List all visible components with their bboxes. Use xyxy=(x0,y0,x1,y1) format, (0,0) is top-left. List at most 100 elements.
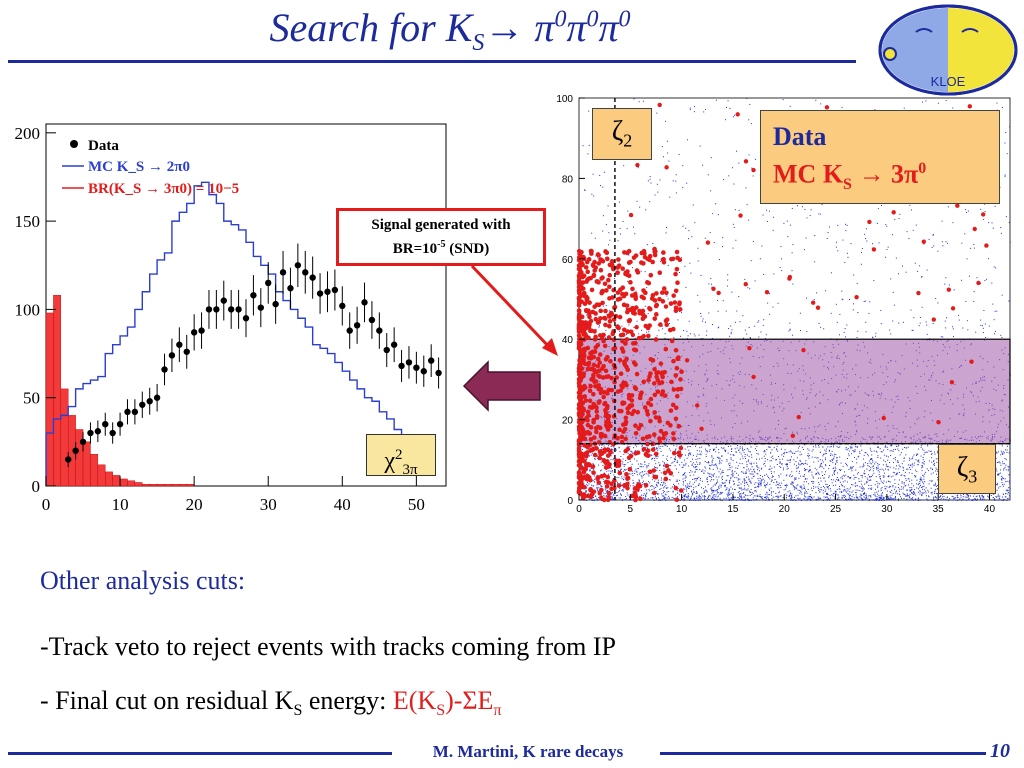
data-point xyxy=(383,346,390,354)
data-point xyxy=(161,366,168,373)
data-point xyxy=(272,300,279,308)
red-bin xyxy=(105,471,113,487)
legend-label-br: BR(K_S → 3π0) = 10−5 xyxy=(88,181,239,197)
data-point xyxy=(257,304,265,311)
legend-marker-data xyxy=(70,140,78,148)
x-tick-label: 25 xyxy=(830,504,842,515)
data-point xyxy=(309,274,316,281)
x-tick-label: 20 xyxy=(186,495,203,514)
data-point xyxy=(87,429,94,437)
data-point xyxy=(205,306,213,313)
data-point xyxy=(413,364,420,371)
red-bin xyxy=(75,429,84,487)
data-point xyxy=(346,327,353,334)
data-point xyxy=(368,316,376,324)
left-arrow-icon xyxy=(462,360,541,412)
footer-text: M. Martini, K rare decays xyxy=(432,742,624,761)
y-tick-label: 60 xyxy=(562,255,574,266)
data-point xyxy=(235,306,242,313)
y-tick-label: 0 xyxy=(567,496,573,507)
scatter-legend: Data MC KS → 3π0 xyxy=(760,110,1000,204)
data-point xyxy=(190,329,198,336)
legend-label-mc: MC K_S → 2π0 xyxy=(88,159,190,175)
legend-mc: MC KS → 3π0 xyxy=(773,159,927,193)
y-tick-label: 80 xyxy=(562,174,574,185)
x-tick-label: 10 xyxy=(112,495,129,514)
data-point xyxy=(420,368,427,375)
selection-region xyxy=(578,338,1011,445)
y-tick-label: 20 xyxy=(562,416,574,427)
kloe-logo: KLOE xyxy=(878,4,1018,96)
red-bin xyxy=(60,388,69,487)
data-point xyxy=(353,322,361,329)
x-tick-label: 30 xyxy=(881,504,893,515)
y-tick-label: 40 xyxy=(562,335,574,346)
data-point xyxy=(427,357,435,364)
footer-rule-right xyxy=(660,752,986,755)
data-point xyxy=(168,352,176,359)
data-point xyxy=(279,269,287,276)
data-point xyxy=(124,408,131,416)
x-tick-label: 10 xyxy=(676,504,688,515)
red-bin xyxy=(164,484,173,487)
x-tick-label: 50 xyxy=(408,495,425,514)
red-bin xyxy=(149,484,158,487)
logo-text: KLOE xyxy=(931,74,966,89)
red-bin xyxy=(134,482,143,487)
data-point xyxy=(116,420,124,428)
red-bin xyxy=(127,480,136,487)
bullet-item: - Final cut on residual KS energy: E(KS)… xyxy=(40,686,502,720)
x-tick-label: 15 xyxy=(727,504,739,515)
bullet-item: -Track veto to reject events with tracks… xyxy=(40,632,616,661)
x-tick-label: 0 xyxy=(42,495,51,514)
red-bin xyxy=(90,454,99,487)
red-bin xyxy=(171,484,180,487)
x-tick-label: 40 xyxy=(334,495,351,514)
red-bin xyxy=(45,312,54,487)
data-point xyxy=(339,302,346,310)
zeta2-label: ζ2 xyxy=(592,108,652,160)
data-points xyxy=(576,102,990,503)
red-bin xyxy=(53,295,62,487)
y-tick-label: 50 xyxy=(23,389,40,408)
red-bin xyxy=(179,484,187,487)
signal-annotation: Signal generated with BR=10-5 (SND) xyxy=(336,208,546,266)
histogram-chart: 0 10 20 30 40 50 0 50 100 150 200 Data MC K_S → 2π0 B… xyxy=(15,123,447,514)
zeta3-label: ζ3 xyxy=(938,444,996,494)
data-point xyxy=(316,290,324,297)
data-point xyxy=(153,394,161,401)
data-point xyxy=(302,269,309,276)
red-bin xyxy=(119,478,128,487)
footer-rule-left xyxy=(8,752,392,755)
data-point xyxy=(198,327,205,334)
x-tick-label: 5 xyxy=(628,504,634,515)
data-point xyxy=(376,327,383,334)
legend-label-data: Data xyxy=(88,138,119,154)
data-point xyxy=(131,408,139,416)
data-point xyxy=(435,369,442,377)
red-bin xyxy=(142,484,150,487)
x-tick-label: 20 xyxy=(779,504,791,515)
data-point xyxy=(146,398,153,405)
data-point xyxy=(390,341,398,348)
data-point xyxy=(94,428,102,435)
red-bin xyxy=(82,441,91,487)
data-point xyxy=(242,315,250,322)
data-point xyxy=(405,359,413,366)
annotation-arrow xyxy=(470,264,558,356)
x-tick-label: 35 xyxy=(933,504,945,515)
chi2-label: χ23π xyxy=(366,434,436,478)
title-rule xyxy=(8,60,856,63)
data-point xyxy=(331,286,339,294)
data-point xyxy=(79,438,87,446)
data-point xyxy=(109,429,116,437)
data-point xyxy=(398,362,405,370)
data-point xyxy=(265,279,272,287)
data-point xyxy=(102,420,109,428)
data-point xyxy=(294,262,302,269)
y-tick-label: 100 xyxy=(556,94,573,105)
y-tick-label: 0 xyxy=(32,477,41,496)
red-bin xyxy=(156,484,165,487)
data-point xyxy=(139,401,146,408)
red-bin xyxy=(97,464,106,487)
